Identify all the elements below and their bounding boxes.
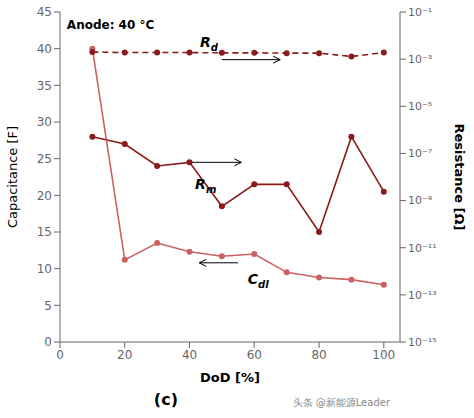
svg-text:35: 35	[37, 79, 52, 93]
svg-text:Resistance [Ω]: Resistance [Ω]	[452, 124, 466, 231]
svg-text:45: 45	[37, 5, 52, 19]
svg-text:Rd: Rd	[200, 34, 219, 53]
svg-text:60: 60	[247, 348, 262, 362]
svg-text:10⁻¹¹: 10⁻¹¹	[408, 242, 437, 255]
svg-text:40: 40	[37, 42, 52, 56]
svg-text:10⁻⁹: 10⁻⁹	[408, 194, 432, 207]
html-text:(c): (c)	[153, 390, 178, 409]
svg-text:Anode: 40 °C: Anode: 40 °C	[67, 18, 155, 32]
svg-text:80: 80	[311, 348, 326, 362]
svg-text:10⁻⁷: 10⁻⁷	[408, 147, 432, 160]
svg-text:25: 25	[37, 152, 52, 166]
svg-text:10⁻¹⁵: 10⁻¹⁵	[408, 336, 437, 349]
svg-text:10⁻⁵: 10⁻⁵	[408, 100, 432, 113]
svg-text:Capacitance [F]: Capacitance [F]	[8, 126, 20, 228]
svg-text:Cdl: Cdl	[248, 271, 269, 290]
svg-text:0: 0	[56, 348, 64, 362]
svg-text:0: 0	[44, 335, 52, 349]
svg-text:10⁻¹³: 10⁻¹³	[408, 289, 437, 302]
svg-text:Rm: Rm	[195, 176, 216, 195]
svg-text:DoD [%]: DoD [%]	[200, 370, 260, 385]
svg-text:15: 15	[37, 225, 52, 239]
svg-text:5: 5	[44, 299, 52, 313]
svg-text:100: 100	[372, 348, 395, 362]
html-text:头条 @新能源Leader: 头条 @新能源Leader	[292, 397, 390, 408]
svg-text:10: 10	[37, 262, 52, 276]
svg-text:20: 20	[37, 189, 52, 203]
svg-text:10⁻¹: 10⁻¹	[408, 6, 432, 19]
svg-text:20: 20	[117, 348, 132, 362]
svg-text:40: 40	[182, 348, 197, 362]
svg-text:30: 30	[37, 115, 52, 129]
svg-text:10⁻³: 10⁻³	[408, 53, 432, 66]
